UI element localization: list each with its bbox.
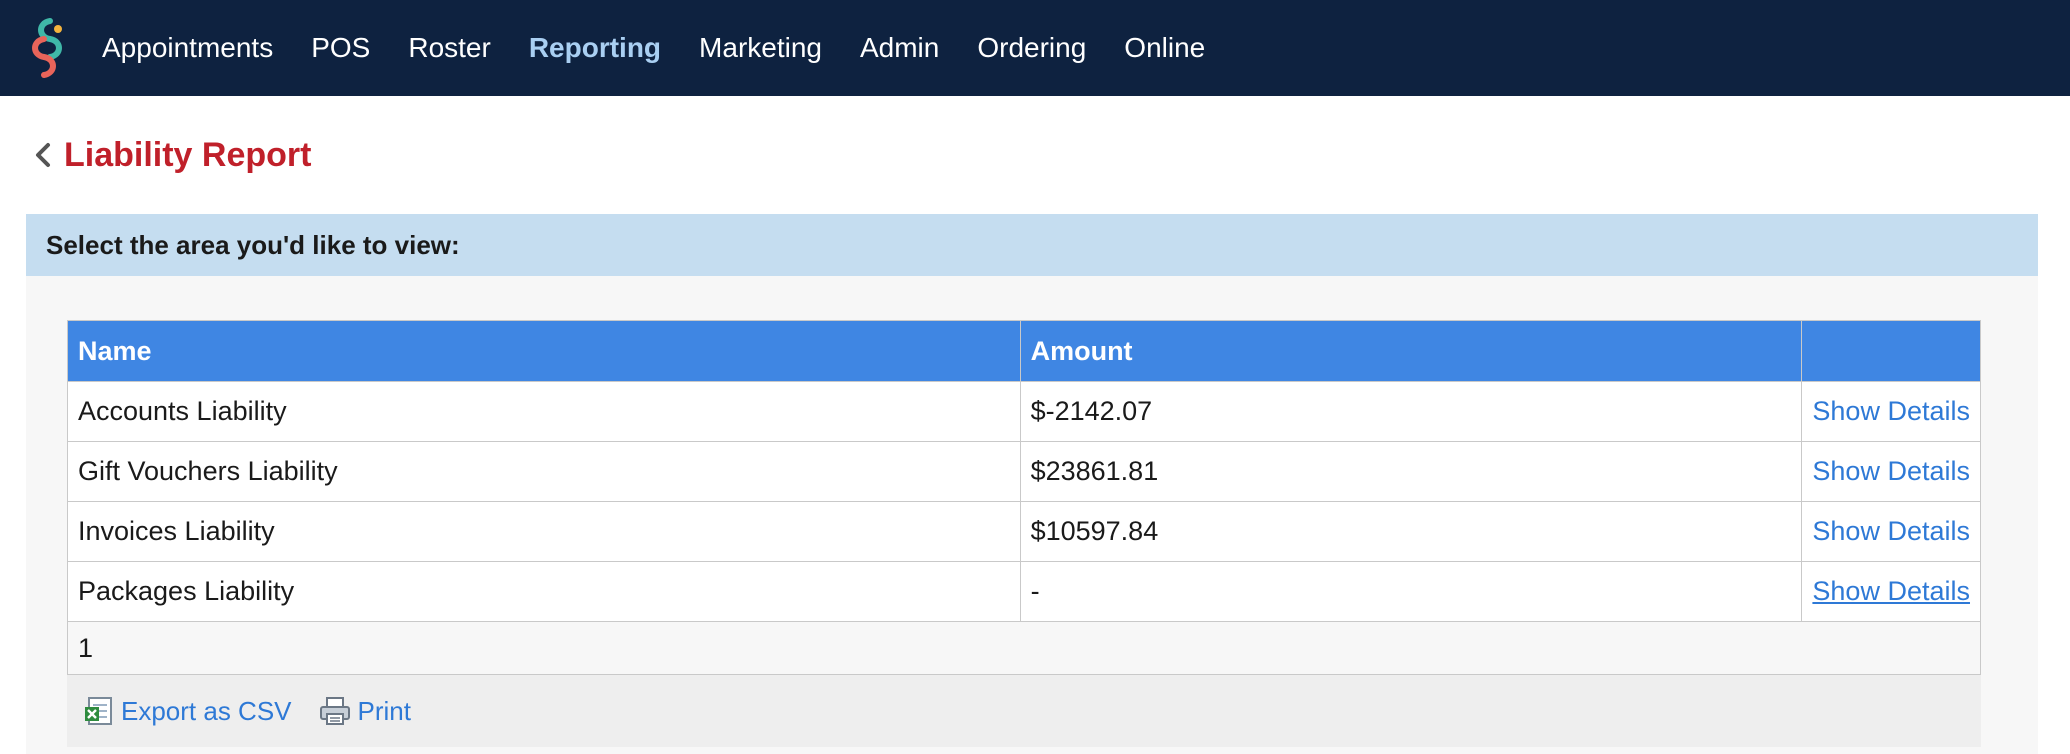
column-header-actions	[1801, 320, 1981, 382]
printer-icon	[319, 697, 350, 725]
row-amount: $10597.84	[1019, 501, 1803, 562]
nav-roster[interactable]: Roster	[408, 32, 491, 63]
report-panel: Select the area you'd like to view: Name…	[26, 214, 2038, 754]
top-navigation-bar: Appointments POS Roster Reporting Market…	[0, 0, 2070, 96]
row-name: Invoices Liability	[67, 501, 1021, 562]
nav-online[interactable]: Online	[1124, 32, 1206, 63]
pagination: 1	[67, 622, 1981, 675]
page-number[interactable]: 1	[78, 632, 94, 663]
row-amount: $-2142.07	[1019, 381, 1803, 442]
table-row: Gift Vouchers Liability $23861.81 Show D…	[67, 441, 1981, 502]
page-title: Liability Report	[64, 135, 312, 174]
nav-pos[interactable]: POS	[311, 32, 371, 63]
show-details-link[interactable]: Show Details	[1801, 441, 1981, 502]
print-label[interactable]: Print	[357, 695, 411, 726]
print-button[interactable]: Print	[318, 695, 411, 727]
row-amount: $23861.81	[1019, 441, 1803, 502]
liability-table: Name Amount Accounts Liability $-2142.07…	[67, 320, 1981, 622]
table-header-row: Name Amount	[67, 320, 1981, 382]
row-name: Gift Vouchers Liability	[67, 441, 1021, 502]
row-amount: -	[1019, 561, 1803, 622]
show-details-link[interactable]: Show Details	[1801, 501, 1981, 562]
liability-table-container: Name Amount Accounts Liability $-2142.07…	[67, 320, 1981, 747]
nav-ordering[interactable]: Ordering	[977, 32, 1087, 63]
table-footer-actions: Export as CSV Print	[67, 675, 1981, 747]
export-csv-button[interactable]: Export as CSV	[83, 695, 292, 727]
table-row: Accounts Liability $-2142.07 Show Detail…	[67, 381, 1981, 442]
show-details-link[interactable]: Show Details	[1801, 381, 1981, 442]
table-row: Packages Liability - Show Details	[67, 561, 1981, 622]
nav-reporting[interactable]: Reporting	[528, 32, 662, 63]
table-row: Invoices Liability $10597.84 Show Detail…	[67, 501, 1981, 562]
chevron-left-icon[interactable]	[32, 139, 54, 171]
column-header-name[interactable]: Name	[67, 320, 1021, 382]
nav-admin[interactable]: Admin	[859, 32, 940, 63]
nav-appointments[interactable]: Appointments	[102, 32, 274, 63]
app-logo-icon[interactable]	[20, 15, 76, 81]
spreadsheet-icon	[85, 697, 112, 725]
row-name: Packages Liability	[67, 561, 1021, 622]
export-csv-label[interactable]: Export as CSV	[121, 695, 292, 726]
show-details-link[interactable]: Show Details	[1801, 561, 1981, 622]
nav-marketing[interactable]: Marketing	[699, 32, 822, 63]
column-header-amount[interactable]: Amount	[1019, 320, 1803, 382]
panel-header: Select the area you'd like to view:	[26, 214, 2038, 276]
row-name: Accounts Liability	[67, 381, 1021, 442]
page-title-row: Liability Report	[0, 96, 2070, 214]
